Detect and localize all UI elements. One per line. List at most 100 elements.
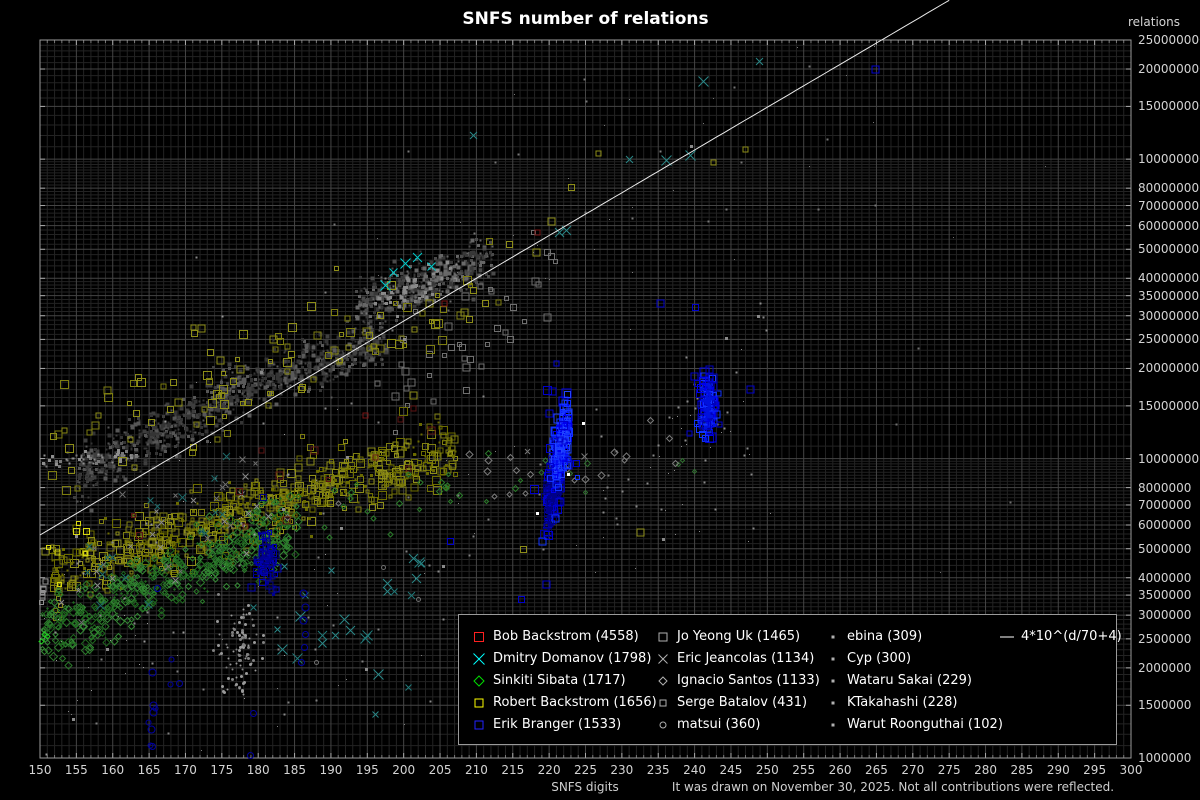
matsui-360--marker-icon	[655, 717, 671, 733]
x-tick-label-260: 260	[828, 763, 852, 777]
y-tick-label-2000000: 2000000	[1138, 660, 1192, 675]
cyp-300--marker-icon	[825, 651, 841, 667]
legend-item-dmitry-domanov-1798-: Dmitry Domanov (1798)	[493, 651, 652, 666]
legend-item-robert-backstrom-1656-: Robert Backstrom (1656)	[493, 695, 657, 710]
x-tick-label-270: 270	[901, 763, 925, 777]
chart-title: SNFS number of relations	[462, 9, 709, 29]
legend-item-ignacio-santos-1133-: Ignacio Santos (1133)	[677, 673, 820, 688]
trend-line	[39, 0, 950, 536]
y-tick-label-2500000: 2500000	[1138, 631, 1192, 646]
y-tick-label-7000000: 7000000	[1138, 497, 1192, 512]
x-tick-label-300: 300	[1119, 763, 1143, 777]
series-bob-backstrom	[131, 229, 541, 539]
x-tick-label-235: 235	[646, 763, 670, 777]
x-tick-label-185: 185	[283, 763, 307, 777]
y-tick-label-60000000: 60000000	[1138, 218, 1200, 233]
x-tick-label-165: 165	[137, 763, 161, 777]
ktakahashi-228--marker-icon	[825, 695, 841, 711]
serge-batalov-431--marker-icon	[655, 695, 671, 711]
x-tick-label-150: 150	[28, 763, 52, 777]
x-tick-label-255: 255	[792, 763, 816, 777]
erik-branger-1533--marker-icon	[471, 717, 487, 733]
x-tick-label-175: 175	[210, 763, 234, 777]
x-tick-label-215: 215	[501, 763, 525, 777]
y-tick-label-6000000: 6000000	[1138, 518, 1192, 532]
series-cyp	[315, 150, 663, 725]
series-dmitry-domanov	[84, 57, 764, 718]
warut-roonguthai-102--marker-icon	[825, 717, 841, 733]
x-tick-label-290: 290	[1046, 763, 1070, 777]
y-tick-label-100000000: 100000000	[1138, 152, 1200, 167]
y-tick-label-3000000: 3000000	[1138, 608, 1192, 623]
x-tick-label-160: 160	[101, 763, 125, 777]
series-ktakahashi	[600, 349, 771, 542]
y-tick-label-1000000: 1000000	[1138, 751, 1192, 765]
x-tick-label-220: 220	[537, 763, 561, 777]
y-tick-label-8000000: 8000000	[1138, 480, 1192, 495]
y-tick-label-40000000: 40000000	[1138, 271, 1200, 286]
x-tick-label-230: 230	[610, 763, 634, 777]
series-wataru-sakai	[294, 46, 877, 380]
y-tick-label-3500000: 3500000	[1138, 588, 1192, 603]
x-tick-label-190: 190	[319, 763, 343, 777]
y-tick-label-5000000: 5000000	[1138, 541, 1192, 556]
x-tick-label-265: 265	[864, 763, 888, 777]
y-tick-label-20000000: 20000000	[1138, 361, 1200, 376]
x-tick-label-180: 180	[246, 763, 270, 777]
highlight-points	[536, 422, 585, 515]
x-tick-label-280: 280	[974, 763, 997, 777]
legend-item-jo-yeong-uk-1465-: Jo Yeong Uk (1465)	[677, 629, 801, 644]
jo-yeong-uk-1465--marker-icon	[655, 629, 671, 645]
legend-item-cyp-300-: Cyp (300)	[847, 651, 912, 666]
legend-item-ktakahashi-228-: KTakahashi (228)	[847, 695, 958, 710]
x-tick-label-205: 205	[428, 763, 452, 777]
legend-item-trend-line-formula: 4*10^(d/70+4)	[1021, 629, 1122, 644]
y-tick-label-80000000: 80000000	[1138, 181, 1200, 196]
x-tick-label-210: 210	[464, 763, 488, 777]
x-tick-label-240: 240	[683, 763, 707, 777]
y-tick-label-50000000: 50000000	[1138, 242, 1200, 257]
x-axis-label: SNFS digits	[551, 780, 619, 794]
series-matsui	[212, 565, 421, 696]
robert-backstrom-1656--marker-icon	[471, 695, 487, 711]
data-points	[38, 46, 1046, 759]
x-tick-label-195: 195	[355, 763, 379, 777]
y-tick-label-70000000: 70000000	[1138, 198, 1200, 213]
x-tick-label-155: 155	[64, 763, 88, 777]
y-tick-label-4000000: 4000000	[1138, 570, 1192, 585]
y-tick-label-15000000: 15000000	[1138, 398, 1200, 413]
eric-jeancolas-1134--marker-icon	[655, 651, 671, 667]
ebina-309--marker-icon	[825, 629, 841, 645]
x-tick-label-285: 285	[1010, 763, 1034, 777]
y-tick-label-25000000: 25000000	[1138, 332, 1200, 347]
x-tick-label-245: 245	[719, 763, 743, 777]
y-tick-label-250000000: 250000000	[1138, 33, 1200, 47]
x-tick-label-295: 295	[1083, 763, 1107, 777]
legend-item-matsui-360-: matsui (360)	[677, 717, 761, 732]
legend-item-erik-branger-1533-: Erik Branger (1533)	[493, 717, 622, 732]
y-axis-unit-label: relations	[1128, 15, 1180, 29]
y-tick-label-35000000: 35000000	[1138, 288, 1200, 303]
y-tick-label-30000000: 30000000	[1138, 308, 1200, 323]
trend-line-sample-icon	[999, 629, 1015, 645]
ignacio-santos-1133--marker-icon	[655, 673, 671, 689]
series-eric-jeancolas	[58, 448, 588, 626]
legend-item-eric-jeancolas-1134-: Eric Jeancolas (1134)	[677, 651, 815, 666]
x-tick-label-250: 250	[755, 763, 779, 777]
y-tick-label-1500000: 1500000	[1138, 698, 1192, 713]
y-tick-label-10000000: 10000000	[1138, 451, 1200, 466]
series-ebina	[44, 315, 328, 756]
legend-item-bob-backstrom-4558-: Bob Backstrom (4558)	[493, 629, 639, 644]
series-robert-backstrom	[41, 146, 749, 621]
x-tick-label-170: 170	[174, 763, 197, 777]
legend-item-serge-batalov-431-: Serge Batalov (431)	[677, 695, 808, 710]
y-tick-label-200000000: 200000000	[1138, 62, 1200, 77]
legend-item-sinkiti-sibata-1717-: Sinkiti Sibata (1717)	[493, 673, 626, 688]
legend-box: Bob Backstrom (4558) Dmitry Domanov (1798…	[458, 614, 1122, 745]
y-tick-label-150000000: 150000000	[1138, 99, 1200, 114]
dmitry-domanov-1798--marker-icon	[471, 651, 487, 667]
legend-item-ebina-309-: ebina (309)	[847, 629, 923, 644]
x-tick-label-275: 275	[937, 763, 961, 777]
x-tick-label-200: 200	[392, 763, 416, 777]
